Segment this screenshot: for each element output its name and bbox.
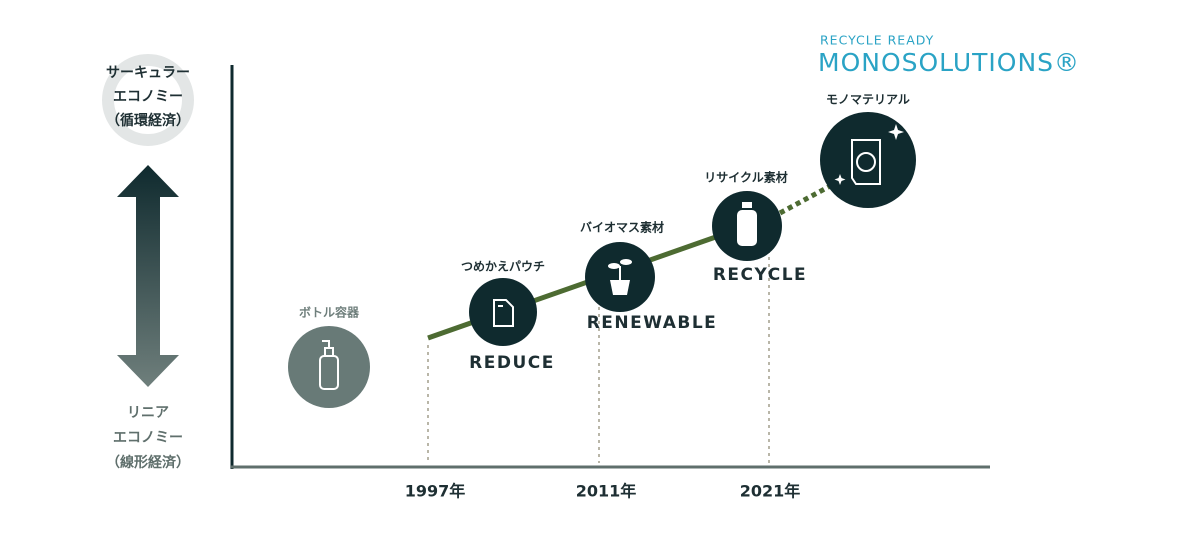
pouch-icon (493, 299, 514, 327)
bottle-icon (737, 202, 757, 246)
brand-tagline: RECYCLE READY (820, 33, 934, 48)
stage-label: ボトル容器 (299, 305, 360, 320)
stage-circle (288, 326, 370, 408)
bottle-icon (319, 340, 339, 390)
double-arrow (117, 165, 179, 387)
brand-name: MONOSOLUTIONS® (818, 48, 1080, 77)
circular-label: サーキュラー (106, 65, 190, 81)
circular-label: エコノミー (113, 89, 183, 105)
stage-label: リサイクル素材 (704, 170, 787, 185)
linear-label: エコノミー (113, 430, 183, 446)
mono-icon (851, 139, 881, 185)
stage-label: モノマテリアル (826, 93, 910, 107)
stage-label: バイオマス素材 (580, 220, 664, 235)
circular-label: （循環経済） (106, 112, 190, 129)
linear-label: リニア (127, 405, 169, 421)
year-label: 1997年 (405, 482, 466, 501)
stage-keyword: RECYCLE (713, 265, 807, 285)
stage-keyword: RENEWABLE (587, 313, 718, 333)
stage-circle (820, 112, 916, 208)
year-label: 2021年 (740, 482, 801, 501)
sparkle-icon (834, 124, 904, 185)
progress-line-future (778, 181, 836, 216)
stage-keyword: REDUCE (469, 353, 555, 373)
cycle-icon (102, 54, 194, 146)
stage-label: つめかえパウチ (461, 260, 545, 274)
stage-circle (469, 278, 537, 346)
linear-label: （線形経済） (106, 454, 190, 471)
plant-icon (608, 259, 632, 295)
year-label: 2011年 (576, 482, 637, 501)
